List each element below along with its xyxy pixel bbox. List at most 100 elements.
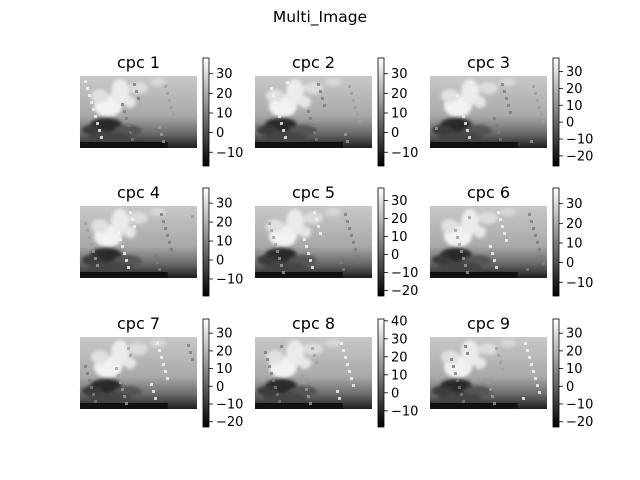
pixel [532, 85, 535, 88]
pixel [125, 259, 128, 262]
pixel [470, 81, 473, 84]
pixel [344, 213, 347, 216]
pixel [536, 241, 539, 244]
dark-region [432, 255, 452, 265]
pixel [522, 397, 525, 400]
pixel [305, 388, 308, 391]
pixel [530, 220, 533, 223]
pixel [94, 115, 97, 118]
dark-strip [430, 403, 518, 409]
pixel [503, 232, 506, 235]
pixel [135, 90, 138, 93]
pixel [524, 342, 527, 345]
pixel [158, 268, 161, 271]
colorbar [552, 318, 560, 428]
colorbar-tick-label: 10 [566, 99, 583, 114]
pixel [123, 252, 126, 255]
dark-region [82, 125, 102, 135]
dark-strip [255, 403, 343, 409]
pixel [435, 127, 438, 130]
pixel [121, 388, 124, 391]
panel: cpc 5 30 20 10 0 −10 −20 [255, 183, 418, 299]
dark-region [263, 262, 307, 274]
pixel [530, 363, 533, 366]
pixel [115, 367, 118, 370]
pixel [170, 106, 173, 109]
colorbar-tick-label: 30 [216, 197, 233, 212]
bright-region [150, 78, 166, 86]
pixel [276, 250, 279, 253]
pixel [156, 342, 159, 345]
pixel [358, 120, 361, 123]
panel: cpc 3 30 20 10 0 −10−20 [430, 53, 593, 167]
colorbar-tick-label: −10 [391, 404, 418, 419]
panel: cpc 2 30 20 10 0 −10 [255, 53, 418, 167]
pixel [94, 257, 97, 260]
pixel [313, 211, 316, 214]
pixel [317, 83, 320, 86]
pixel [268, 222, 271, 225]
pixel [505, 239, 508, 242]
bright-region [286, 209, 304, 235]
pixel [342, 349, 345, 352]
panel: cpc 7 30 20 10 0 −10 −20 [80, 314, 243, 430]
bright-region [474, 96, 486, 108]
colorbar-tick-label: 0 [216, 254, 224, 269]
pixel [464, 345, 467, 348]
pixel [460, 250, 463, 253]
pixel [454, 372, 457, 375]
pixel [456, 94, 459, 97]
pixel [131, 218, 134, 221]
panel-title: cpc 9 [467, 314, 510, 333]
colorbar-tick-label: −20 [566, 149, 593, 164]
bright-region [91, 350, 109, 364]
pixel [313, 131, 316, 134]
pixel [119, 238, 122, 241]
pixel [462, 257, 465, 260]
panel: cpc 8 40 30 20 10 0 −10 [255, 314, 418, 428]
bright-region [286, 340, 304, 366]
colorbar-tick-label: 30 [391, 332, 408, 347]
pixel [309, 259, 312, 262]
pixel [270, 87, 273, 90]
pixel [90, 243, 93, 246]
dark-strip [255, 142, 343, 148]
pixel [456, 379, 459, 382]
pixel [92, 250, 95, 253]
pixel [534, 92, 537, 95]
colorbar-tick-label: −10 [391, 146, 418, 161]
colorbar-tick-label: −10 [391, 266, 418, 281]
pixel [166, 377, 169, 380]
pixel [162, 220, 165, 223]
pixel [164, 227, 167, 230]
pixel [170, 248, 173, 251]
bright-region [150, 208, 166, 216]
dark-region [263, 393, 307, 405]
pixel [454, 229, 457, 232]
pixel [352, 99, 355, 102]
pixel [466, 352, 469, 355]
pixel [495, 347, 498, 350]
pixel [84, 365, 87, 368]
pixel [94, 400, 97, 403]
bright-region [325, 78, 341, 86]
dark-region [438, 262, 482, 274]
pixel [532, 227, 535, 230]
colorbar-tick-label: −20 [391, 284, 418, 299]
pixel [311, 347, 314, 350]
dark-strip [255, 272, 343, 278]
pixel [315, 361, 318, 364]
bright-region [325, 339, 341, 347]
pixel [497, 211, 500, 214]
pixel [497, 354, 500, 357]
pixel [84, 222, 87, 225]
colorbar-tick-label: 0 [566, 380, 574, 395]
pixel [489, 245, 492, 248]
pixel [98, 129, 101, 132]
colorbar-tick-label: 20 [566, 217, 583, 232]
pixel [350, 377, 353, 380]
pixel [468, 136, 471, 139]
colorbar [202, 57, 210, 167]
colorbar-tick-label: −10 [216, 146, 243, 161]
